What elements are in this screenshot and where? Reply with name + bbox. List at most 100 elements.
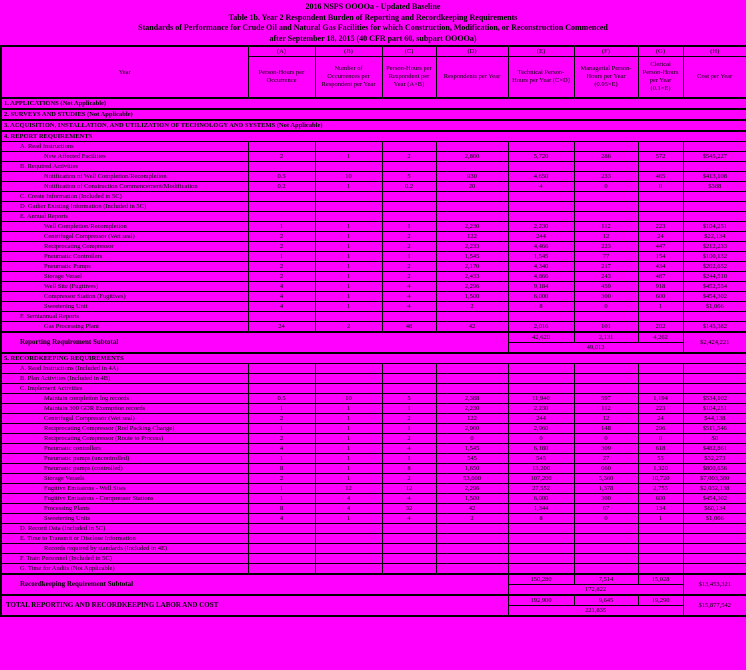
cell-e: 107,200 bbox=[507, 473, 575, 484]
cell-e: 0 bbox=[507, 433, 575, 444]
row-label: C. Implement Activities bbox=[0, 383, 249, 394]
table-row: Well Completion/Recompletion 1 1 1 2,230 2,23… bbox=[0, 221, 746, 232]
cell-h: $1,066 bbox=[682, 301, 746, 312]
cell-f: 12 bbox=[573, 231, 639, 242]
cell-b bbox=[314, 201, 383, 212]
cell-h: $0 bbox=[682, 433, 746, 444]
table-row: G. Time for Audits (Not Applicable) bbox=[0, 563, 746, 575]
cell-h: $22,134 bbox=[682, 231, 746, 242]
cell-f bbox=[573, 373, 639, 384]
cell-a: 2 bbox=[247, 433, 316, 444]
cell-h: $202,652 bbox=[682, 261, 746, 272]
row-label: E. Annual Reports bbox=[0, 211, 249, 222]
cell-f: 597 bbox=[573, 393, 639, 404]
cell-g: 1 bbox=[637, 301, 684, 312]
cell-e: 4,866 bbox=[507, 271, 575, 282]
row-label: D. Record Data (Included in 5C) bbox=[0, 523, 249, 534]
cell-d: 2,433 bbox=[435, 271, 509, 282]
cell-c: 1 bbox=[381, 423, 437, 434]
row-label: Fugitive Emissions - Compressor Stations bbox=[0, 493, 249, 504]
column-header-c: Person-Hours per Respondent per Year (A×… bbox=[381, 56, 437, 99]
section-row: 3. ACQUISITION, INSTALLATION, AND UTILIZ… bbox=[0, 119, 746, 132]
cell-a: 4 bbox=[247, 291, 316, 302]
cell-e: 2,016 bbox=[507, 321, 575, 333]
table-row: Well Site (Fugitives) 4 1 4 2,296 9,184 459 918… bbox=[0, 281, 746, 292]
total-total-hours: 221,835 bbox=[507, 605, 684, 617]
cell-g: 572 bbox=[637, 151, 684, 162]
cell-e: 6,180 bbox=[507, 443, 575, 454]
column-letter-a: (A) bbox=[247, 45, 316, 57]
cell-e bbox=[507, 211, 575, 222]
row-label: Gas Processing Plant bbox=[0, 321, 249, 333]
cell-c: 1 bbox=[381, 453, 437, 464]
cell-f: 309 bbox=[573, 443, 639, 454]
cell-a bbox=[247, 553, 316, 564]
table-row: Fugitive Emissions - Compressor Stations… bbox=[0, 493, 746, 504]
section-label: 5. RECORDKEEPING REQUIREMENTS bbox=[0, 352, 746, 364]
cell-c: 2 bbox=[381, 271, 437, 282]
cell-g: 2,755 bbox=[637, 483, 684, 494]
cell-b: 1 bbox=[314, 463, 383, 474]
cell-f: 660 bbox=[573, 463, 639, 474]
cell-g: 465 bbox=[637, 171, 684, 182]
cell-g: 223 bbox=[637, 403, 684, 414]
cell-d bbox=[435, 141, 509, 152]
row-label: Pneumatic pumps (controlled) bbox=[0, 463, 249, 474]
row-label: A. Read Instructions (Included in 4A) bbox=[0, 363, 249, 374]
cell-b: 4 bbox=[314, 503, 383, 514]
subtotal-e-hours: 42,620 bbox=[507, 331, 575, 343]
cell-d: 2 bbox=[435, 301, 509, 312]
cell-b: 1 bbox=[314, 241, 383, 252]
cell-h bbox=[682, 543, 746, 554]
cell-g bbox=[637, 533, 684, 544]
table-row: New Affected Facilities 2 1 2 2,860 5,720 286 5… bbox=[0, 151, 746, 162]
cell-g bbox=[637, 201, 684, 212]
subtotal-f-hours: 2,131 bbox=[573, 331, 639, 343]
table-row: E. Time to Transmit or Disclose Informat… bbox=[0, 533, 746, 544]
title-line-3: Standards of Performance for Crude Oil a… bbox=[138, 23, 608, 32]
cell-g: 296 bbox=[637, 423, 684, 434]
cell-f bbox=[573, 311, 639, 322]
cell-b bbox=[314, 383, 383, 394]
cell-f: 233 bbox=[573, 171, 639, 182]
cell-g bbox=[637, 211, 684, 222]
row-label: Records required by standards (Included … bbox=[0, 543, 249, 554]
cell-h bbox=[682, 563, 746, 575]
cell-h bbox=[682, 383, 746, 394]
cell-h: $452,554 bbox=[682, 281, 746, 292]
cell-d: 2,170 bbox=[435, 261, 509, 272]
cell-d: 122 bbox=[435, 413, 509, 424]
cell-f bbox=[573, 191, 639, 202]
cell-c: 48 bbox=[381, 321, 437, 333]
cell-c: 1 bbox=[381, 251, 437, 262]
row-label: E. Time to Transmit or Disclose Informat… bbox=[0, 533, 249, 544]
cell-f: 0 bbox=[573, 513, 639, 524]
table-row: Pneumatic Controllers 1 1 1 1,545 1,545 77 154 $… bbox=[0, 251, 746, 262]
row-label: Reciprocating Compressor (Rod Packing Ch… bbox=[0, 423, 249, 434]
row-label: A. Read Instructions bbox=[0, 141, 249, 152]
row-label: Reciprocating Compressor (Route to Proce… bbox=[0, 433, 249, 444]
subtotal-row: Recordkeeping Requirement Subtotal 150,28… bbox=[0, 573, 746, 596]
cell-f bbox=[573, 523, 639, 534]
cell-b bbox=[314, 523, 383, 534]
row-label: C. Create Information (Included in 5C) bbox=[0, 191, 249, 202]
cell-d bbox=[435, 373, 509, 384]
section-label: 1. APPLICATIONS (Not Applicable) bbox=[0, 97, 746, 110]
cell-f bbox=[573, 141, 639, 152]
cell-d: 1,500 bbox=[435, 493, 509, 504]
cell-g bbox=[637, 523, 684, 534]
cell-g bbox=[637, 563, 684, 575]
cell-f bbox=[573, 543, 639, 554]
cell-g: 202 bbox=[637, 321, 684, 333]
table-row: Maintain completion log records 0.5 10 5 2,3… bbox=[0, 393, 746, 404]
row-label: Sweetening Units bbox=[0, 513, 249, 524]
cell-e bbox=[507, 363, 575, 374]
cell-e bbox=[507, 533, 575, 544]
cell-f: 101 bbox=[573, 321, 639, 333]
cell-d bbox=[435, 161, 509, 172]
cell-h bbox=[682, 363, 746, 374]
cell-b bbox=[314, 363, 383, 374]
table-header: Year (A) (B) (C) (D) (E) (F) (G) (H) Person-Hours… bbox=[0, 45, 746, 99]
cell-d: 1,650 bbox=[435, 463, 509, 474]
cell-c bbox=[381, 563, 437, 575]
